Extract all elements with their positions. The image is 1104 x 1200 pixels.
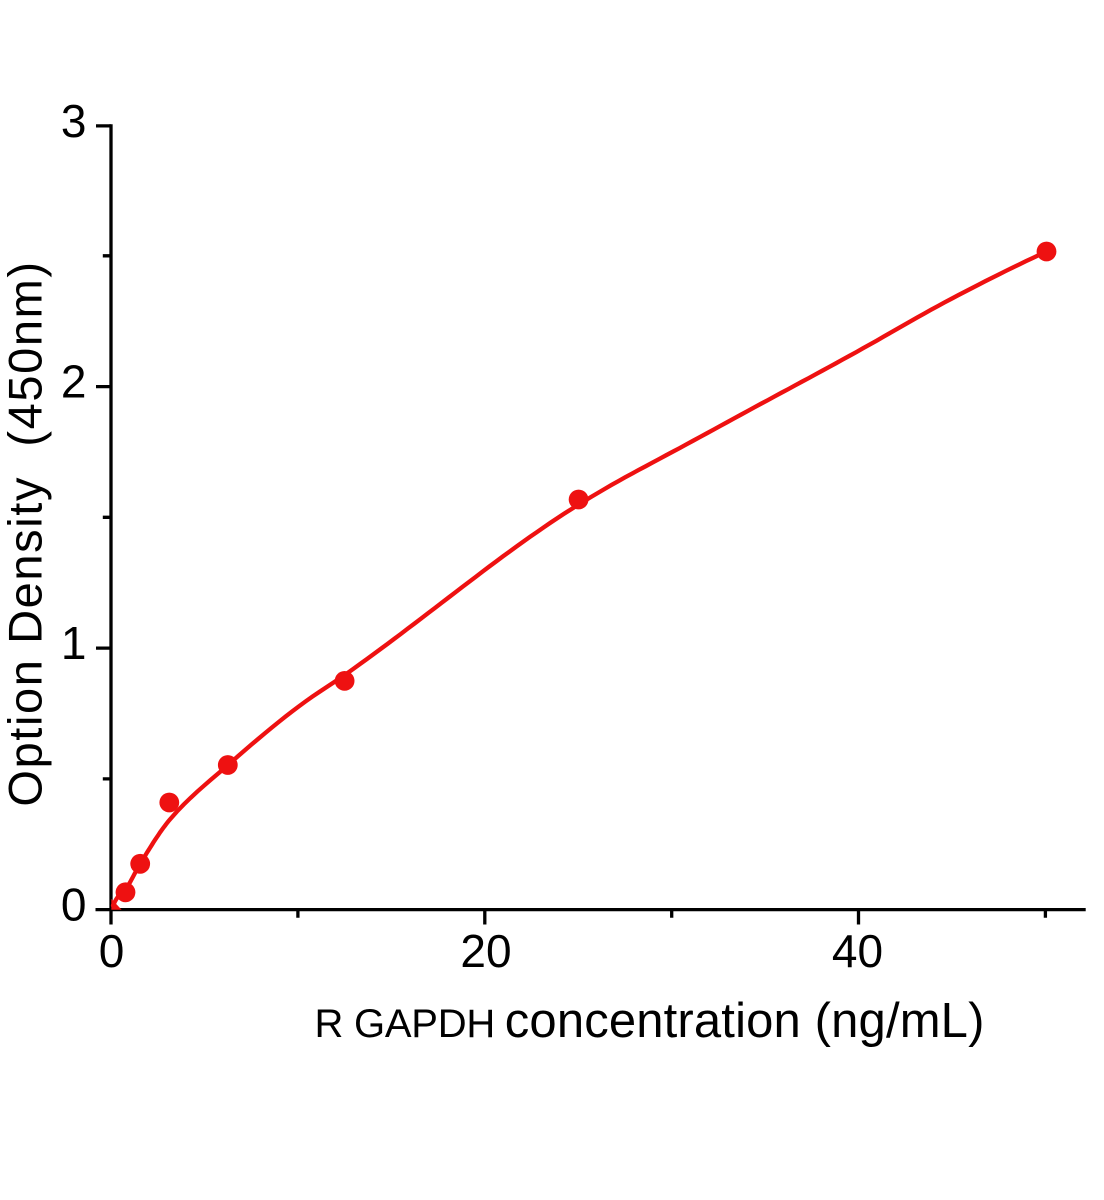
svg-text:2: 2: [61, 356, 87, 408]
svg-text:40: 40: [832, 925, 883, 977]
svg-text:20: 20: [460, 925, 511, 977]
svg-text:0: 0: [99, 925, 125, 977]
svg-text:0: 0: [61, 879, 87, 931]
svg-text:R GAPDH concentration (ng/mL): R GAPDH concentration (ng/mL): [315, 994, 985, 1048]
svg-text:1: 1: [61, 617, 87, 669]
svg-text:Option Density (450nm): Option Density (450nm): [0, 260, 52, 806]
svg-text:3: 3: [61, 95, 87, 147]
